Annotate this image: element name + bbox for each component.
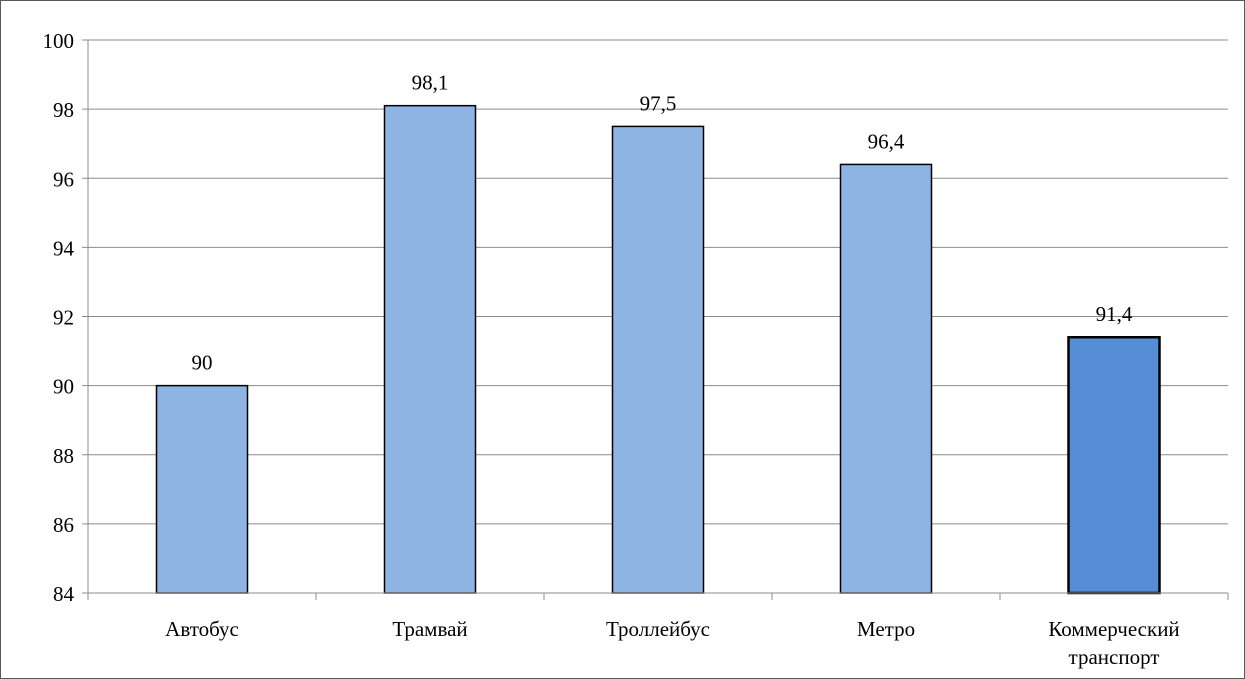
y-tick-label: 86 <box>53 513 74 537</box>
bar <box>839 163 933 594</box>
data-label: 97,5 <box>640 91 677 115</box>
bar <box>1067 335 1161 595</box>
bar <box>611 125 705 594</box>
data-label: 96,4 <box>868 129 905 153</box>
y-tick-label: 100 <box>43 29 75 53</box>
x-axis-ticks: Автобус Трамвай Троллейбус Метро Коммерчески… <box>87 593 1229 669</box>
x-tick-label: Автобус <box>165 617 239 641</box>
y-tick-label: 92 <box>53 306 74 330</box>
y-tick-label: 84 <box>53 582 75 606</box>
axes <box>87 40 1228 594</box>
x-tick-label: Коммерческий <box>1048 617 1179 641</box>
y-tick-label: 90 <box>53 375 74 399</box>
y-tick-label: 88 <box>53 444 74 468</box>
x-tick-label: Троллейбус <box>606 617 710 641</box>
x-tick-label: транспорт <box>1069 645 1160 669</box>
bars <box>155 104 1161 595</box>
bar <box>383 104 477 594</box>
x-tick-label: Метро <box>857 617 915 641</box>
x-tick-label: Трамвай <box>392 617 467 641</box>
y-tick-label: 94 <box>53 236 75 260</box>
data-label: 90 <box>192 351 213 375</box>
y-axis-ticks: 84 86 88 90 92 94 96 98 100 <box>43 29 88 606</box>
bar <box>155 384 249 594</box>
data-label: 98,1 <box>412 71 449 95</box>
data-label: 91,4 <box>1096 302 1133 326</box>
y-tick-label: 96 <box>53 167 74 191</box>
data-labels: 90 98,1 97,5 96,4 91,4 <box>192 71 1133 375</box>
y-tick-label: 98 <box>53 98 74 122</box>
